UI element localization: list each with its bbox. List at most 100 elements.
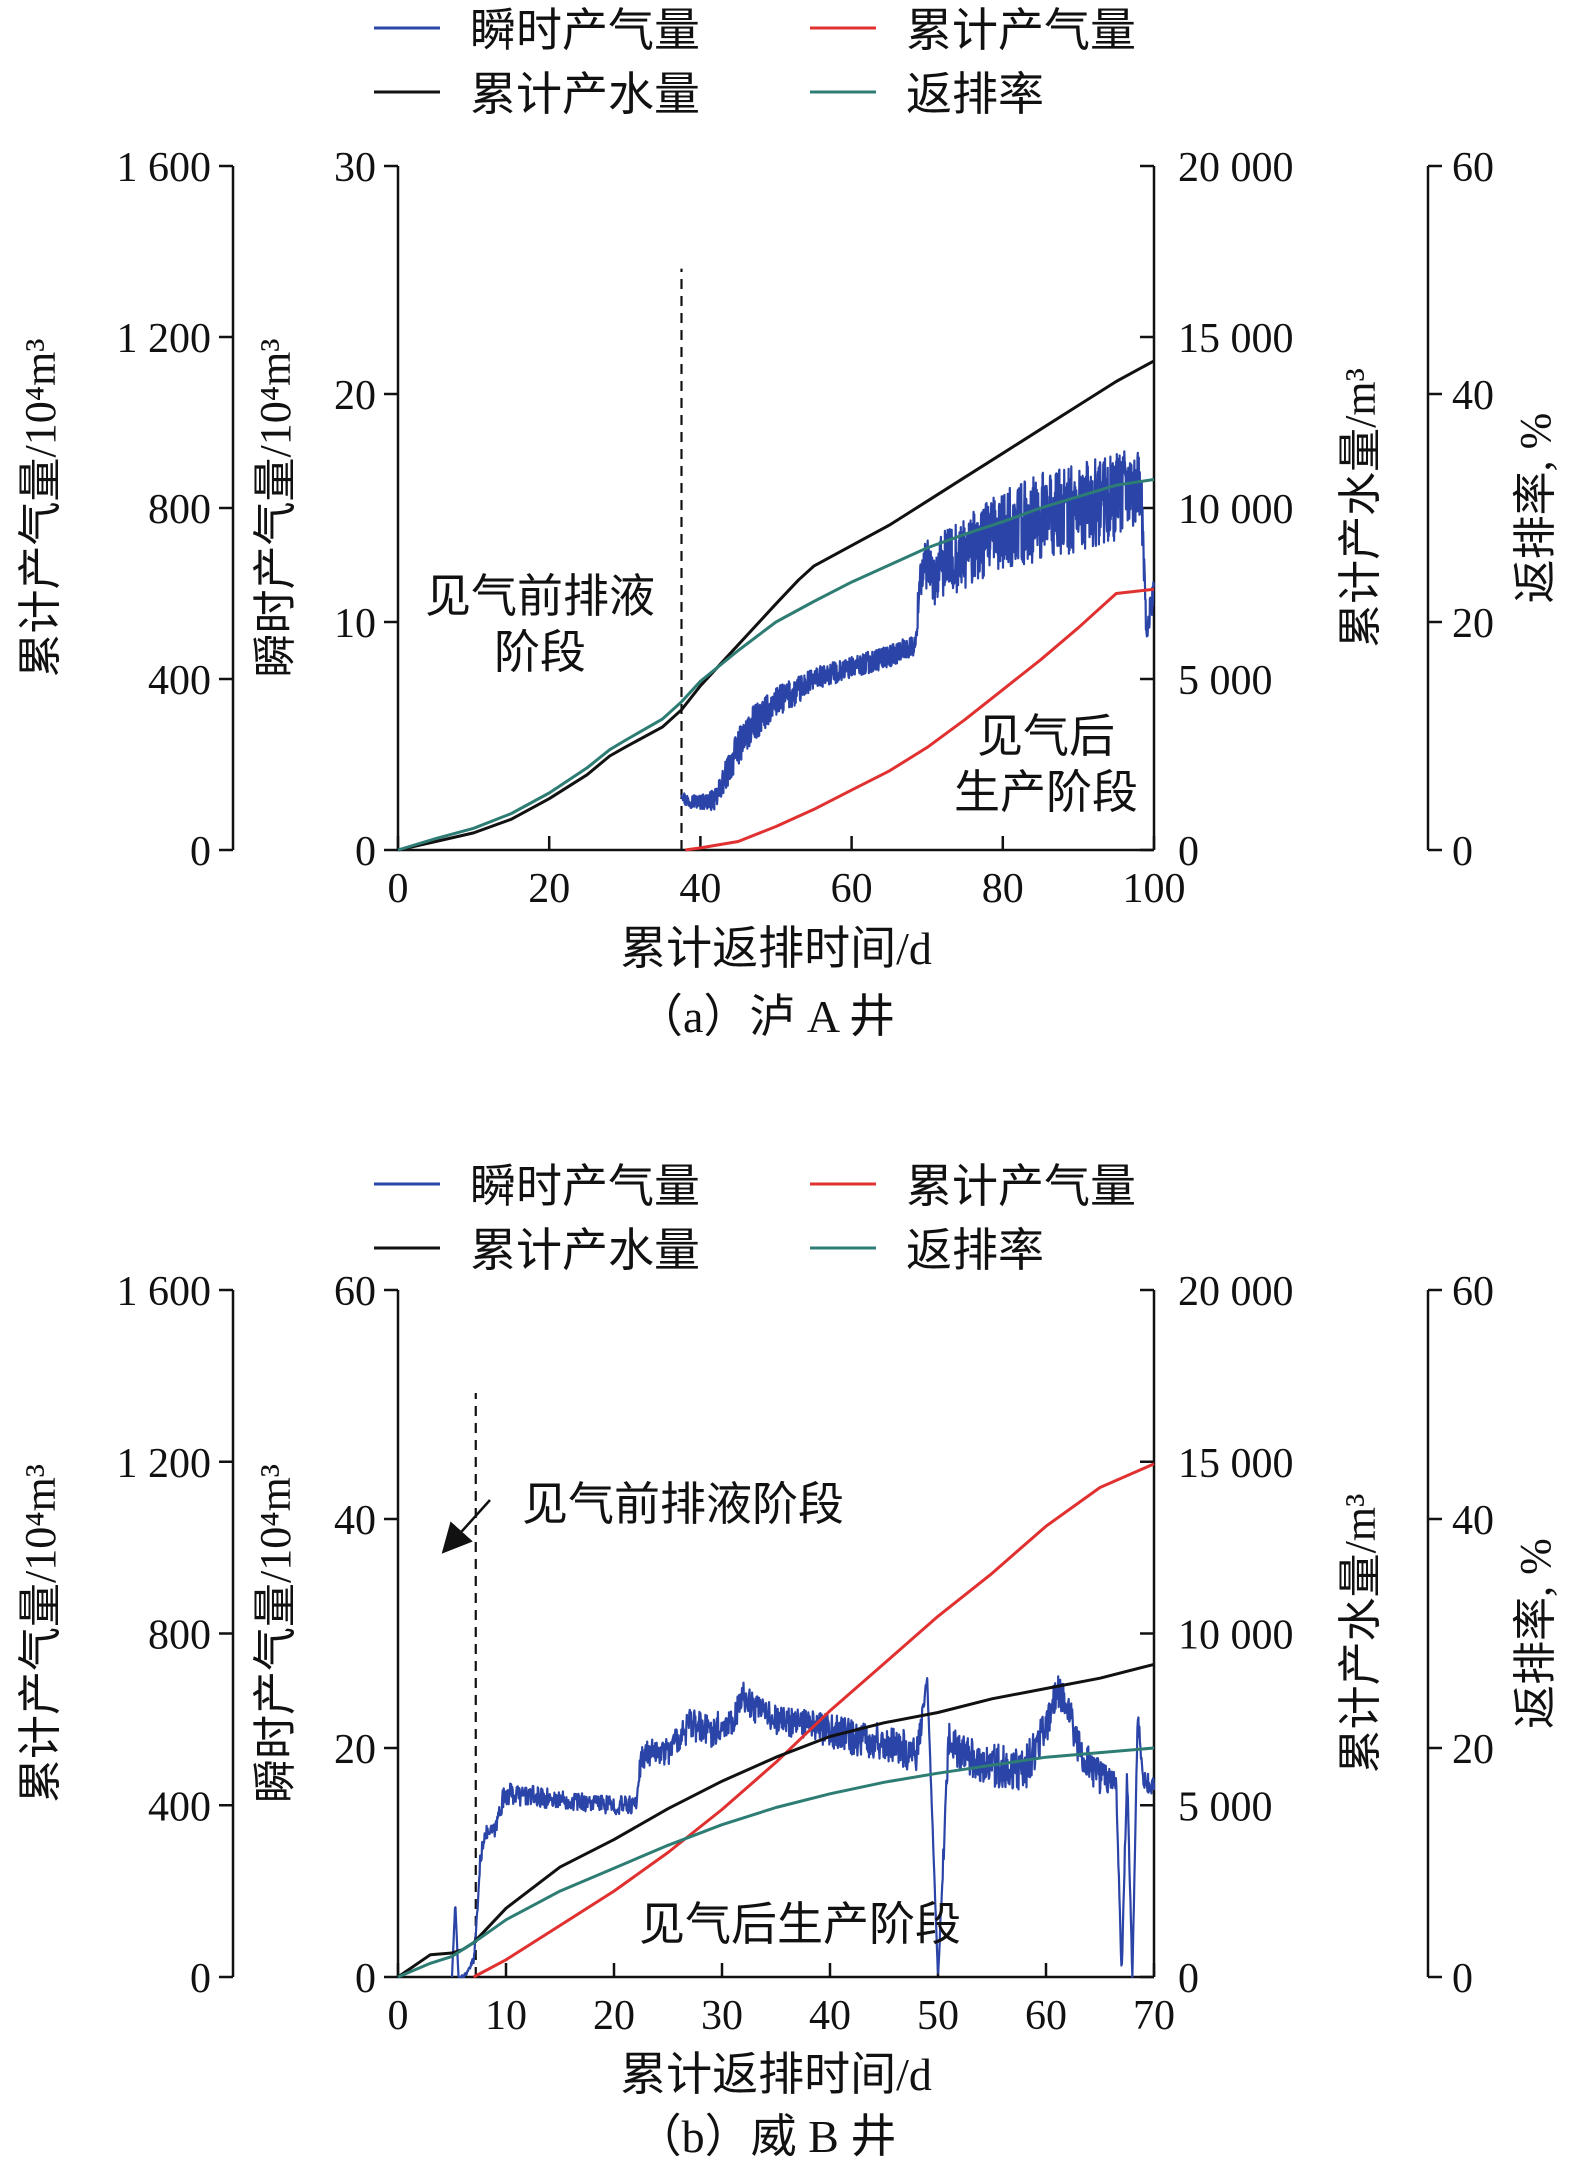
y-tick-label: 0: [190, 1956, 211, 2002]
legend-label: 瞬时产气量: [470, 1161, 700, 1212]
legend-label: 累计产水量: [470, 1225, 700, 1276]
series-line: [397, 478, 1155, 852]
legend-item: 累计产气量: [810, 5, 1136, 56]
annotation-text: 见气后生产阶段: [639, 1899, 961, 1950]
annotation-text: 见气前排液阶段: [522, 1479, 844, 1530]
y-tick-label: 40: [1452, 373, 1494, 419]
y-axis-label: 累计产气量/10⁴m³: [16, 339, 65, 678]
y-tick-label: 60: [1452, 1269, 1494, 1315]
series-line: [450, 1675, 1156, 1979]
y-tick-label: 20: [334, 1727, 376, 1773]
stage-annotation: 见气后生产阶段: [639, 1899, 961, 1950]
y-tick-label: 0: [190, 829, 211, 875]
annotation-text: 生产阶段: [954, 767, 1138, 818]
stage-annotation: 见气后生产阶段: [954, 711, 1138, 818]
x-tick-label: 20: [593, 1993, 635, 2039]
y-axis-label: 瞬时产气量/10⁴m³: [251, 1464, 300, 1803]
y-tick-label: 400: [148, 658, 211, 704]
y-axis-cum-water: 0 5 000 10 000 15 000 20 000 累计产水量/m³: [1140, 145, 1385, 875]
y-axis-label: 返排率, %: [1511, 413, 1560, 604]
legend-item: 返排率: [810, 69, 1044, 120]
legend-label: 累计产气量: [906, 5, 1136, 56]
y-tick-label: 10 000: [1178, 1613, 1294, 1659]
x-tick-label: 70: [1133, 1993, 1175, 2039]
y-tick-label: 800: [148, 487, 211, 533]
y-axis-cum-gas: 0 400 800 1 200 1 600 累计产气量/10⁴m³: [16, 1269, 235, 2002]
x-axis-label: 累计返排时间/d: [620, 2049, 932, 2100]
x-axis: 0 20 40 60 80 100 累计返排时间/d: [388, 836, 1186, 974]
x-tick-label: 40: [809, 1993, 851, 2039]
y-axis-inst-gas: 0 10 20 30 瞬时产气量/10⁴m³: [251, 145, 400, 875]
y-tick-label: 20: [334, 373, 376, 419]
y-axis-flowback: 0 20 40 60 返排率, %: [1426, 145, 1560, 875]
y-axis-label: 累计产水量/m³: [1336, 368, 1385, 648]
legend-item: 瞬时产气量: [374, 1161, 700, 1212]
legend-item: 累计产气量: [810, 1161, 1136, 1212]
y-tick-label: 40: [334, 1498, 376, 1544]
y-tick-label: 800: [148, 1613, 211, 1659]
x-axis-label: 累计返排时间/d: [620, 923, 932, 974]
y-axis-label: 累计产水量/m³: [1336, 1494, 1385, 1774]
x-tick-label: 30: [701, 1993, 743, 2039]
series-line: [680, 450, 1155, 812]
stage-annotation: 见气前排液阶段: [522, 1479, 844, 1530]
legend-label: 累计产水量: [470, 69, 700, 120]
y-tick-label: 0: [1452, 829, 1473, 875]
x-tick-label: 60: [1025, 1993, 1067, 2039]
x-tick-label: 0: [388, 866, 409, 912]
y-axis-flowback: 0 20 40 60 返排率, %: [1426, 1269, 1560, 2002]
y-tick-label: 400: [148, 1784, 211, 1830]
y-tick-label: 60: [334, 1269, 376, 1315]
x-tick-label: 0: [388, 1993, 409, 2039]
legend-item: 累计产水量: [374, 69, 700, 120]
legend-label: 返排率: [906, 1225, 1044, 1276]
x-axis: 0 10 20 30 40 50 60 70 累计返排时间/d: [388, 1963, 1175, 2100]
y-tick-label: 5 000: [1178, 658, 1273, 704]
legend-label: 瞬时产气量: [470, 5, 700, 56]
y-tick-label: 40: [1452, 1498, 1494, 1544]
figure-caption: （b）威 B 井: [636, 2111, 897, 2162]
x-tick-label: 10: [485, 1993, 527, 2039]
y-tick-label: 0: [355, 1956, 376, 2002]
y-tick-label: 0: [1178, 829, 1199, 875]
y-axis-inst-gas: 0 20 40 60 瞬时产气量/10⁴m³: [251, 1269, 400, 2002]
x-tick-label: 20: [528, 866, 570, 912]
x-tick-label: 50: [917, 1993, 959, 2039]
y-tick-label: 60: [1452, 145, 1494, 191]
y-tick-label: 5 000: [1178, 1784, 1273, 1830]
figure-caption: （a）泸 A 井: [637, 991, 895, 1042]
y-tick-label: 20: [1452, 1727, 1494, 1773]
annotation-text: 见气前排液: [425, 571, 655, 622]
y-tick-label: 0: [1452, 1956, 1473, 2002]
y-tick-label: 15 000: [1178, 316, 1294, 362]
series-line: [472, 1462, 1155, 1979]
y-axis-cum-gas: 0 400 800 1 200 1 600 累计产气量/10⁴m³: [16, 145, 235, 875]
annotation-text: 阶段: [494, 627, 586, 678]
y-tick-label: 0: [355, 829, 376, 875]
series-line: [397, 359, 1155, 852]
x-tick-label: 60: [831, 866, 873, 912]
y-axis-label: 返排率, %: [1511, 1538, 1560, 1729]
y-tick-label: 1 200: [117, 1441, 212, 1487]
annotation-text: 见气后: [977, 711, 1115, 762]
stage-annotation: 见气前排液阶段: [425, 571, 655, 678]
series-line: [685, 587, 1155, 852]
legend-item: 返排率: [810, 1225, 1044, 1276]
y-tick-label: 20 000: [1178, 145, 1294, 191]
legend-item: 瞬时产气量: [374, 5, 700, 56]
y-tick-label: 1 200: [117, 316, 212, 362]
y-axis-label: 瞬时产气量/10⁴m³: [251, 339, 300, 678]
y-tick-label: 20 000: [1178, 1269, 1294, 1315]
y-tick-label: 30: [334, 145, 376, 191]
y-axis-cum-water: 0 5 000 10 000 15 000 20 000 累计产水量/m³: [1140, 1269, 1385, 2002]
legend-label: 累计产气量: [906, 1161, 1136, 1212]
y-axis-label: 累计产气量/10⁴m³: [16, 1464, 65, 1803]
x-tick-label: 40: [679, 866, 721, 912]
y-tick-label: 1 600: [117, 145, 212, 191]
y-tick-label: 0: [1178, 1956, 1199, 2002]
